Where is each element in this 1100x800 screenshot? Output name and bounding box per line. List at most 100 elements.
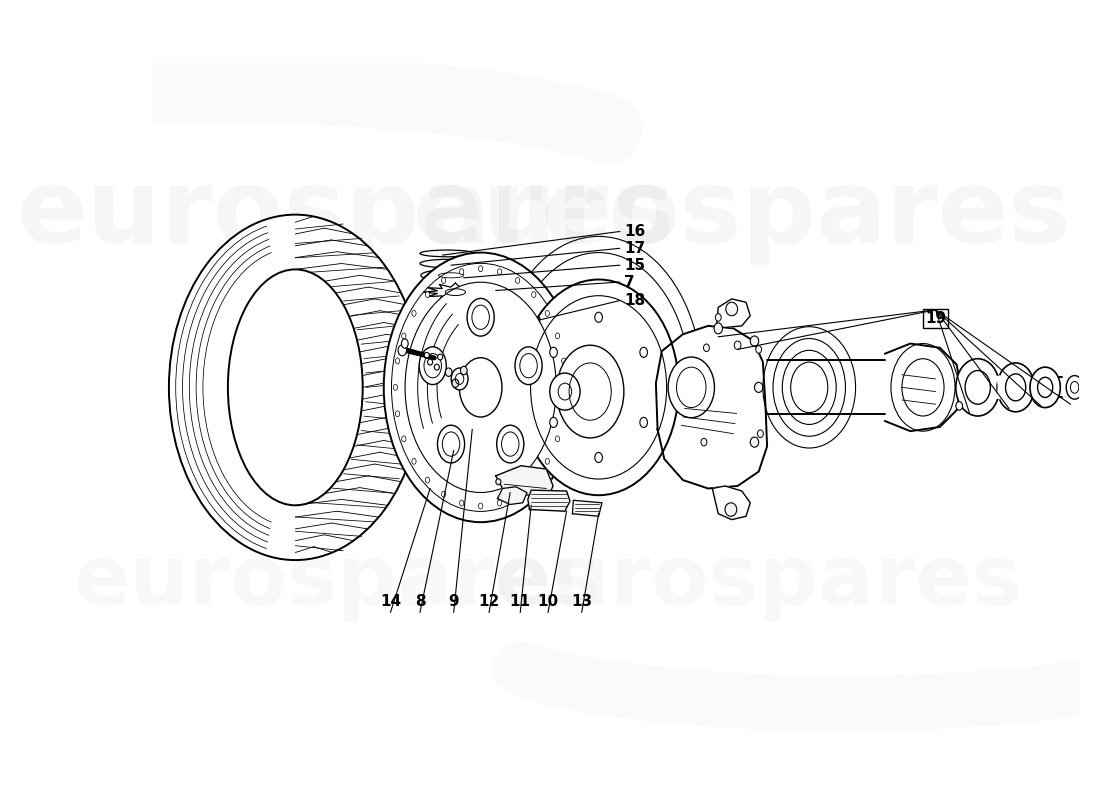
Ellipse shape xyxy=(420,250,474,257)
Ellipse shape xyxy=(384,253,578,522)
Ellipse shape xyxy=(420,259,477,268)
Text: 14: 14 xyxy=(379,594,401,609)
Ellipse shape xyxy=(395,411,399,417)
Ellipse shape xyxy=(956,358,1000,416)
Ellipse shape xyxy=(419,347,447,385)
Ellipse shape xyxy=(426,292,430,298)
Ellipse shape xyxy=(595,453,603,462)
Ellipse shape xyxy=(451,368,468,390)
Ellipse shape xyxy=(402,333,406,339)
Ellipse shape xyxy=(750,336,759,346)
Ellipse shape xyxy=(550,373,580,410)
Polygon shape xyxy=(656,326,767,489)
Ellipse shape xyxy=(461,366,468,374)
Ellipse shape xyxy=(750,437,759,447)
Ellipse shape xyxy=(452,379,459,387)
Ellipse shape xyxy=(531,477,536,483)
Polygon shape xyxy=(767,361,886,414)
Text: eurospares: eurospares xyxy=(495,541,1023,622)
Polygon shape xyxy=(455,314,540,333)
Polygon shape xyxy=(496,466,553,497)
Ellipse shape xyxy=(421,270,482,282)
Text: 18: 18 xyxy=(624,293,645,308)
Polygon shape xyxy=(716,299,750,327)
Ellipse shape xyxy=(428,359,432,365)
Ellipse shape xyxy=(441,491,446,497)
Ellipse shape xyxy=(516,491,519,497)
Polygon shape xyxy=(497,486,527,505)
Ellipse shape xyxy=(758,430,763,438)
Ellipse shape xyxy=(411,310,416,316)
Ellipse shape xyxy=(997,363,1034,412)
Ellipse shape xyxy=(402,436,406,442)
Ellipse shape xyxy=(425,352,429,358)
Ellipse shape xyxy=(715,314,722,322)
Ellipse shape xyxy=(460,358,502,417)
Ellipse shape xyxy=(564,385,568,390)
Ellipse shape xyxy=(668,357,714,418)
Ellipse shape xyxy=(965,370,990,404)
Ellipse shape xyxy=(704,344,710,351)
Polygon shape xyxy=(424,283,487,301)
Ellipse shape xyxy=(438,354,442,360)
Text: 16: 16 xyxy=(624,224,645,239)
Text: 8: 8 xyxy=(415,594,426,609)
Ellipse shape xyxy=(497,269,502,274)
Ellipse shape xyxy=(562,411,565,417)
Text: 11: 11 xyxy=(509,594,530,609)
Text: eurospares: eurospares xyxy=(74,541,602,622)
Polygon shape xyxy=(528,490,570,511)
Ellipse shape xyxy=(1005,374,1026,401)
Polygon shape xyxy=(886,343,961,431)
Ellipse shape xyxy=(550,418,558,427)
Text: 17: 17 xyxy=(624,241,645,256)
Ellipse shape xyxy=(725,502,737,516)
Ellipse shape xyxy=(496,478,500,485)
Ellipse shape xyxy=(228,270,363,506)
Text: 10: 10 xyxy=(538,594,559,609)
Ellipse shape xyxy=(595,312,603,322)
Ellipse shape xyxy=(701,438,707,446)
Ellipse shape xyxy=(546,310,549,316)
Text: 19: 19 xyxy=(925,310,946,326)
Ellipse shape xyxy=(518,279,679,495)
Ellipse shape xyxy=(515,347,542,385)
Ellipse shape xyxy=(1037,378,1053,398)
Ellipse shape xyxy=(460,269,464,274)
Text: 12: 12 xyxy=(478,594,499,609)
Ellipse shape xyxy=(405,282,557,493)
Ellipse shape xyxy=(411,458,416,464)
Ellipse shape xyxy=(398,345,407,356)
Ellipse shape xyxy=(441,278,446,283)
Text: eurospares: eurospares xyxy=(412,164,1071,265)
Ellipse shape xyxy=(640,347,648,358)
Ellipse shape xyxy=(434,364,439,370)
Text: 7: 7 xyxy=(624,274,635,290)
Ellipse shape xyxy=(497,426,524,463)
Ellipse shape xyxy=(446,368,452,377)
Ellipse shape xyxy=(556,436,560,442)
Ellipse shape xyxy=(478,266,483,272)
Polygon shape xyxy=(713,486,750,520)
Text: 13: 13 xyxy=(571,594,592,609)
Ellipse shape xyxy=(438,426,464,463)
Ellipse shape xyxy=(550,347,558,358)
Ellipse shape xyxy=(640,418,648,427)
Ellipse shape xyxy=(726,302,738,316)
Ellipse shape xyxy=(394,385,397,390)
Ellipse shape xyxy=(755,382,763,393)
Ellipse shape xyxy=(497,500,502,506)
Ellipse shape xyxy=(402,339,408,348)
Ellipse shape xyxy=(756,346,761,354)
Ellipse shape xyxy=(478,503,483,509)
Ellipse shape xyxy=(734,341,741,350)
Text: eurospares: eurospares xyxy=(16,164,675,265)
Ellipse shape xyxy=(460,500,464,506)
Ellipse shape xyxy=(169,214,421,560)
Ellipse shape xyxy=(1066,375,1083,399)
Ellipse shape xyxy=(546,458,549,464)
Ellipse shape xyxy=(956,402,962,410)
Ellipse shape xyxy=(1030,367,1060,407)
Text: 15: 15 xyxy=(624,258,645,273)
Ellipse shape xyxy=(426,477,430,483)
